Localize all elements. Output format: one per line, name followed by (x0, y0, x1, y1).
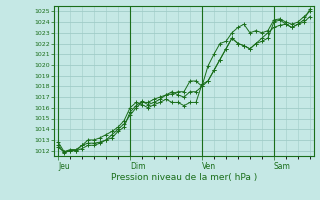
X-axis label: Pression niveau de la mer( hPa ): Pression niveau de la mer( hPa ) (111, 173, 257, 182)
